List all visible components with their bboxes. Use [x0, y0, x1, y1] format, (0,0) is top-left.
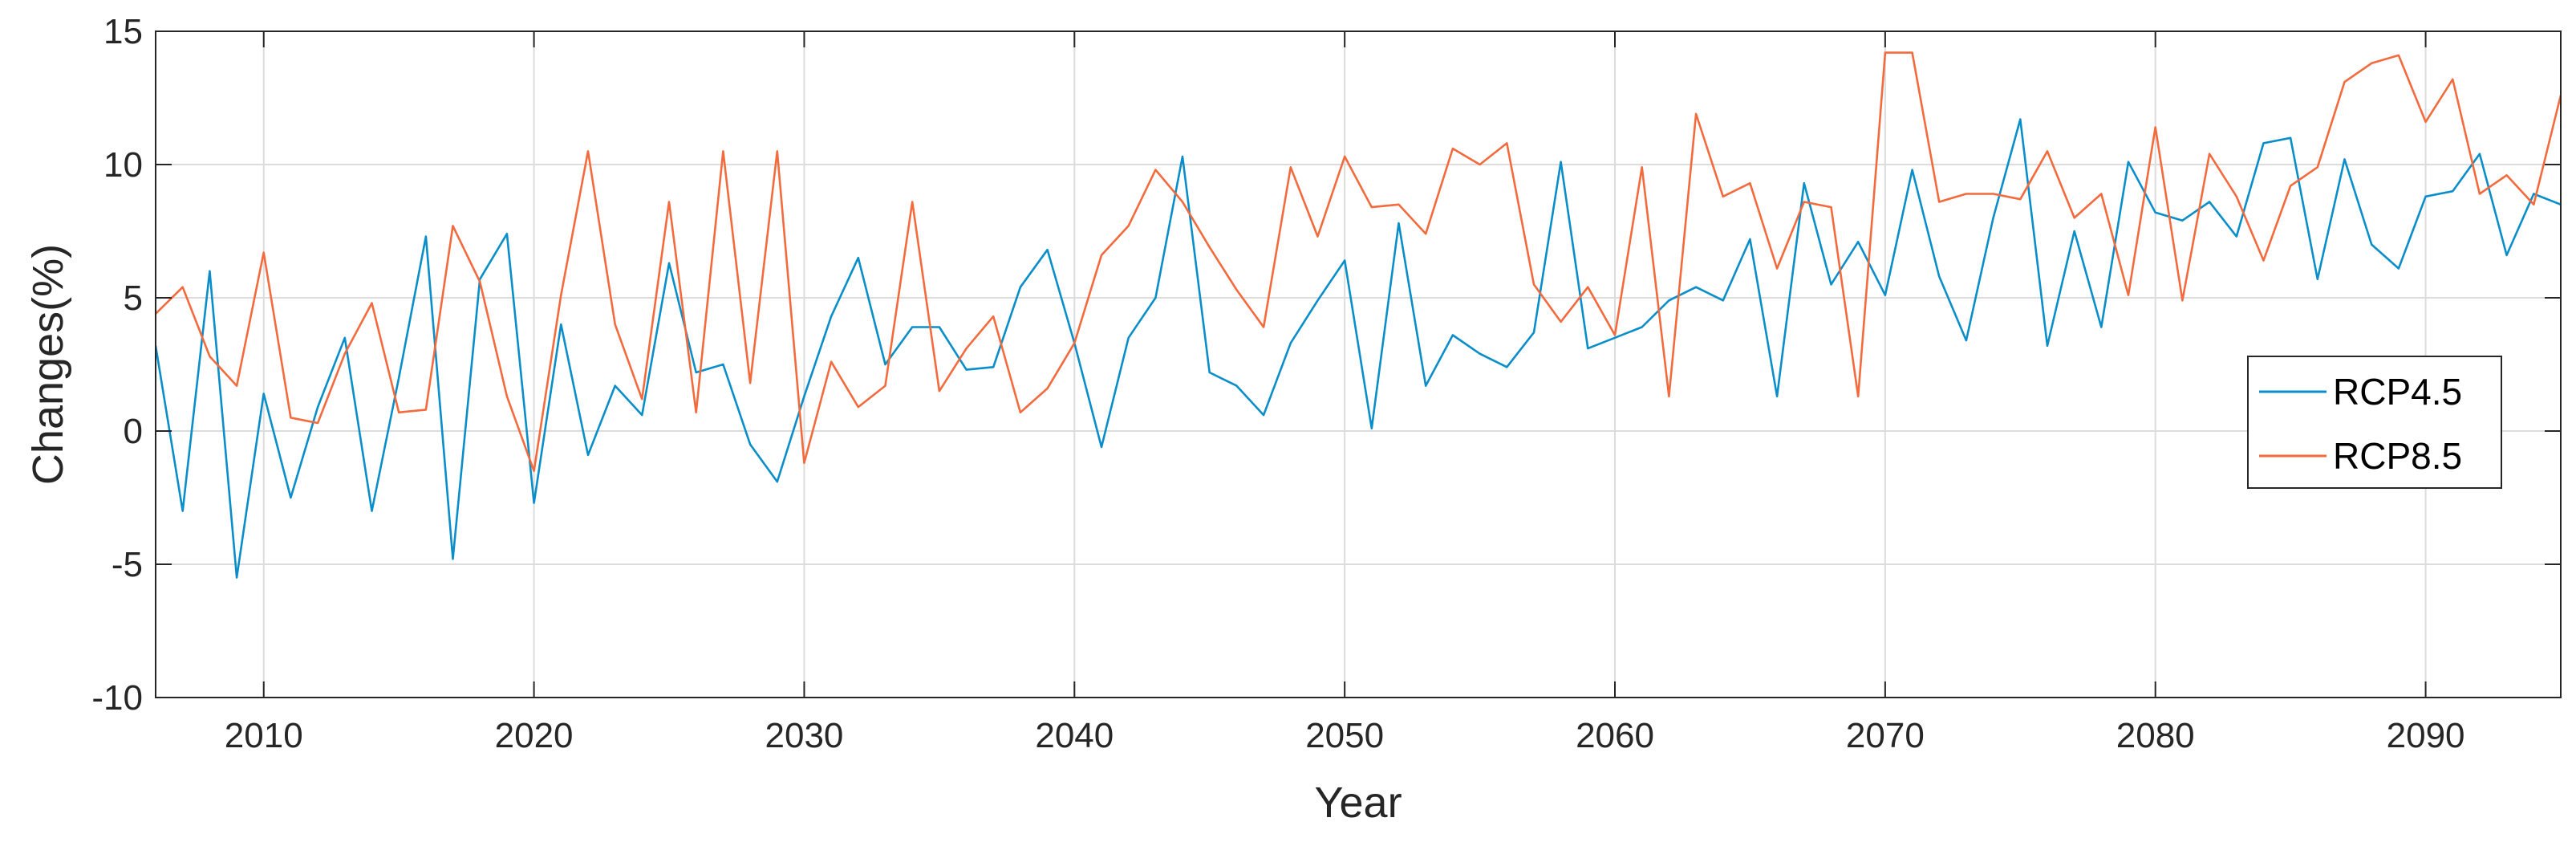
y-tick-label: -5 — [112, 545, 143, 584]
x-tick-label: 2070 — [1846, 716, 1925, 755]
legend-box — [2247, 356, 2502, 489]
y-tick-label: 10 — [103, 145, 143, 185]
plot-area-frame — [155, 31, 2562, 698]
y-tick-label: 5 — [124, 279, 143, 318]
y-axis-title: Changes(%) — [24, 244, 72, 485]
series-line-rcp45 — [156, 118, 2561, 579]
x-tick-label: 2020 — [495, 716, 574, 755]
x-axis-title: Year — [1314, 779, 1402, 827]
x-tick-label: 2080 — [2116, 716, 2195, 755]
series-lines — [156, 51, 2561, 579]
y-tick-label: 15 — [103, 12, 143, 51]
x-tick-label: 2050 — [1305, 716, 1384, 755]
x-tick-label: 2010 — [225, 716, 303, 755]
x-tick-label: 2090 — [2387, 716, 2465, 755]
series-line-rcp85 — [156, 51, 2561, 473]
legend-label-rcp45: RCP4.5 — [2333, 371, 2462, 413]
x-tick-label: 2060 — [1576, 716, 1654, 755]
legend-label-rcp85: RCP8.5 — [2333, 435, 2462, 477]
x-tick-label: 2040 — [1035, 716, 1114, 755]
legend: RCP4.5 RCP8.5 — [2247, 356, 2502, 489]
x-tick-label: 2030 — [765, 716, 844, 755]
axis-ticks: 2010 2020 2030 2040 2050 2060 2070 2080 2090 -10 -… — [91, 12, 2561, 755]
y-tick-label: 0 — [124, 412, 143, 451]
y-tick-label: -10 — [91, 678, 143, 718]
